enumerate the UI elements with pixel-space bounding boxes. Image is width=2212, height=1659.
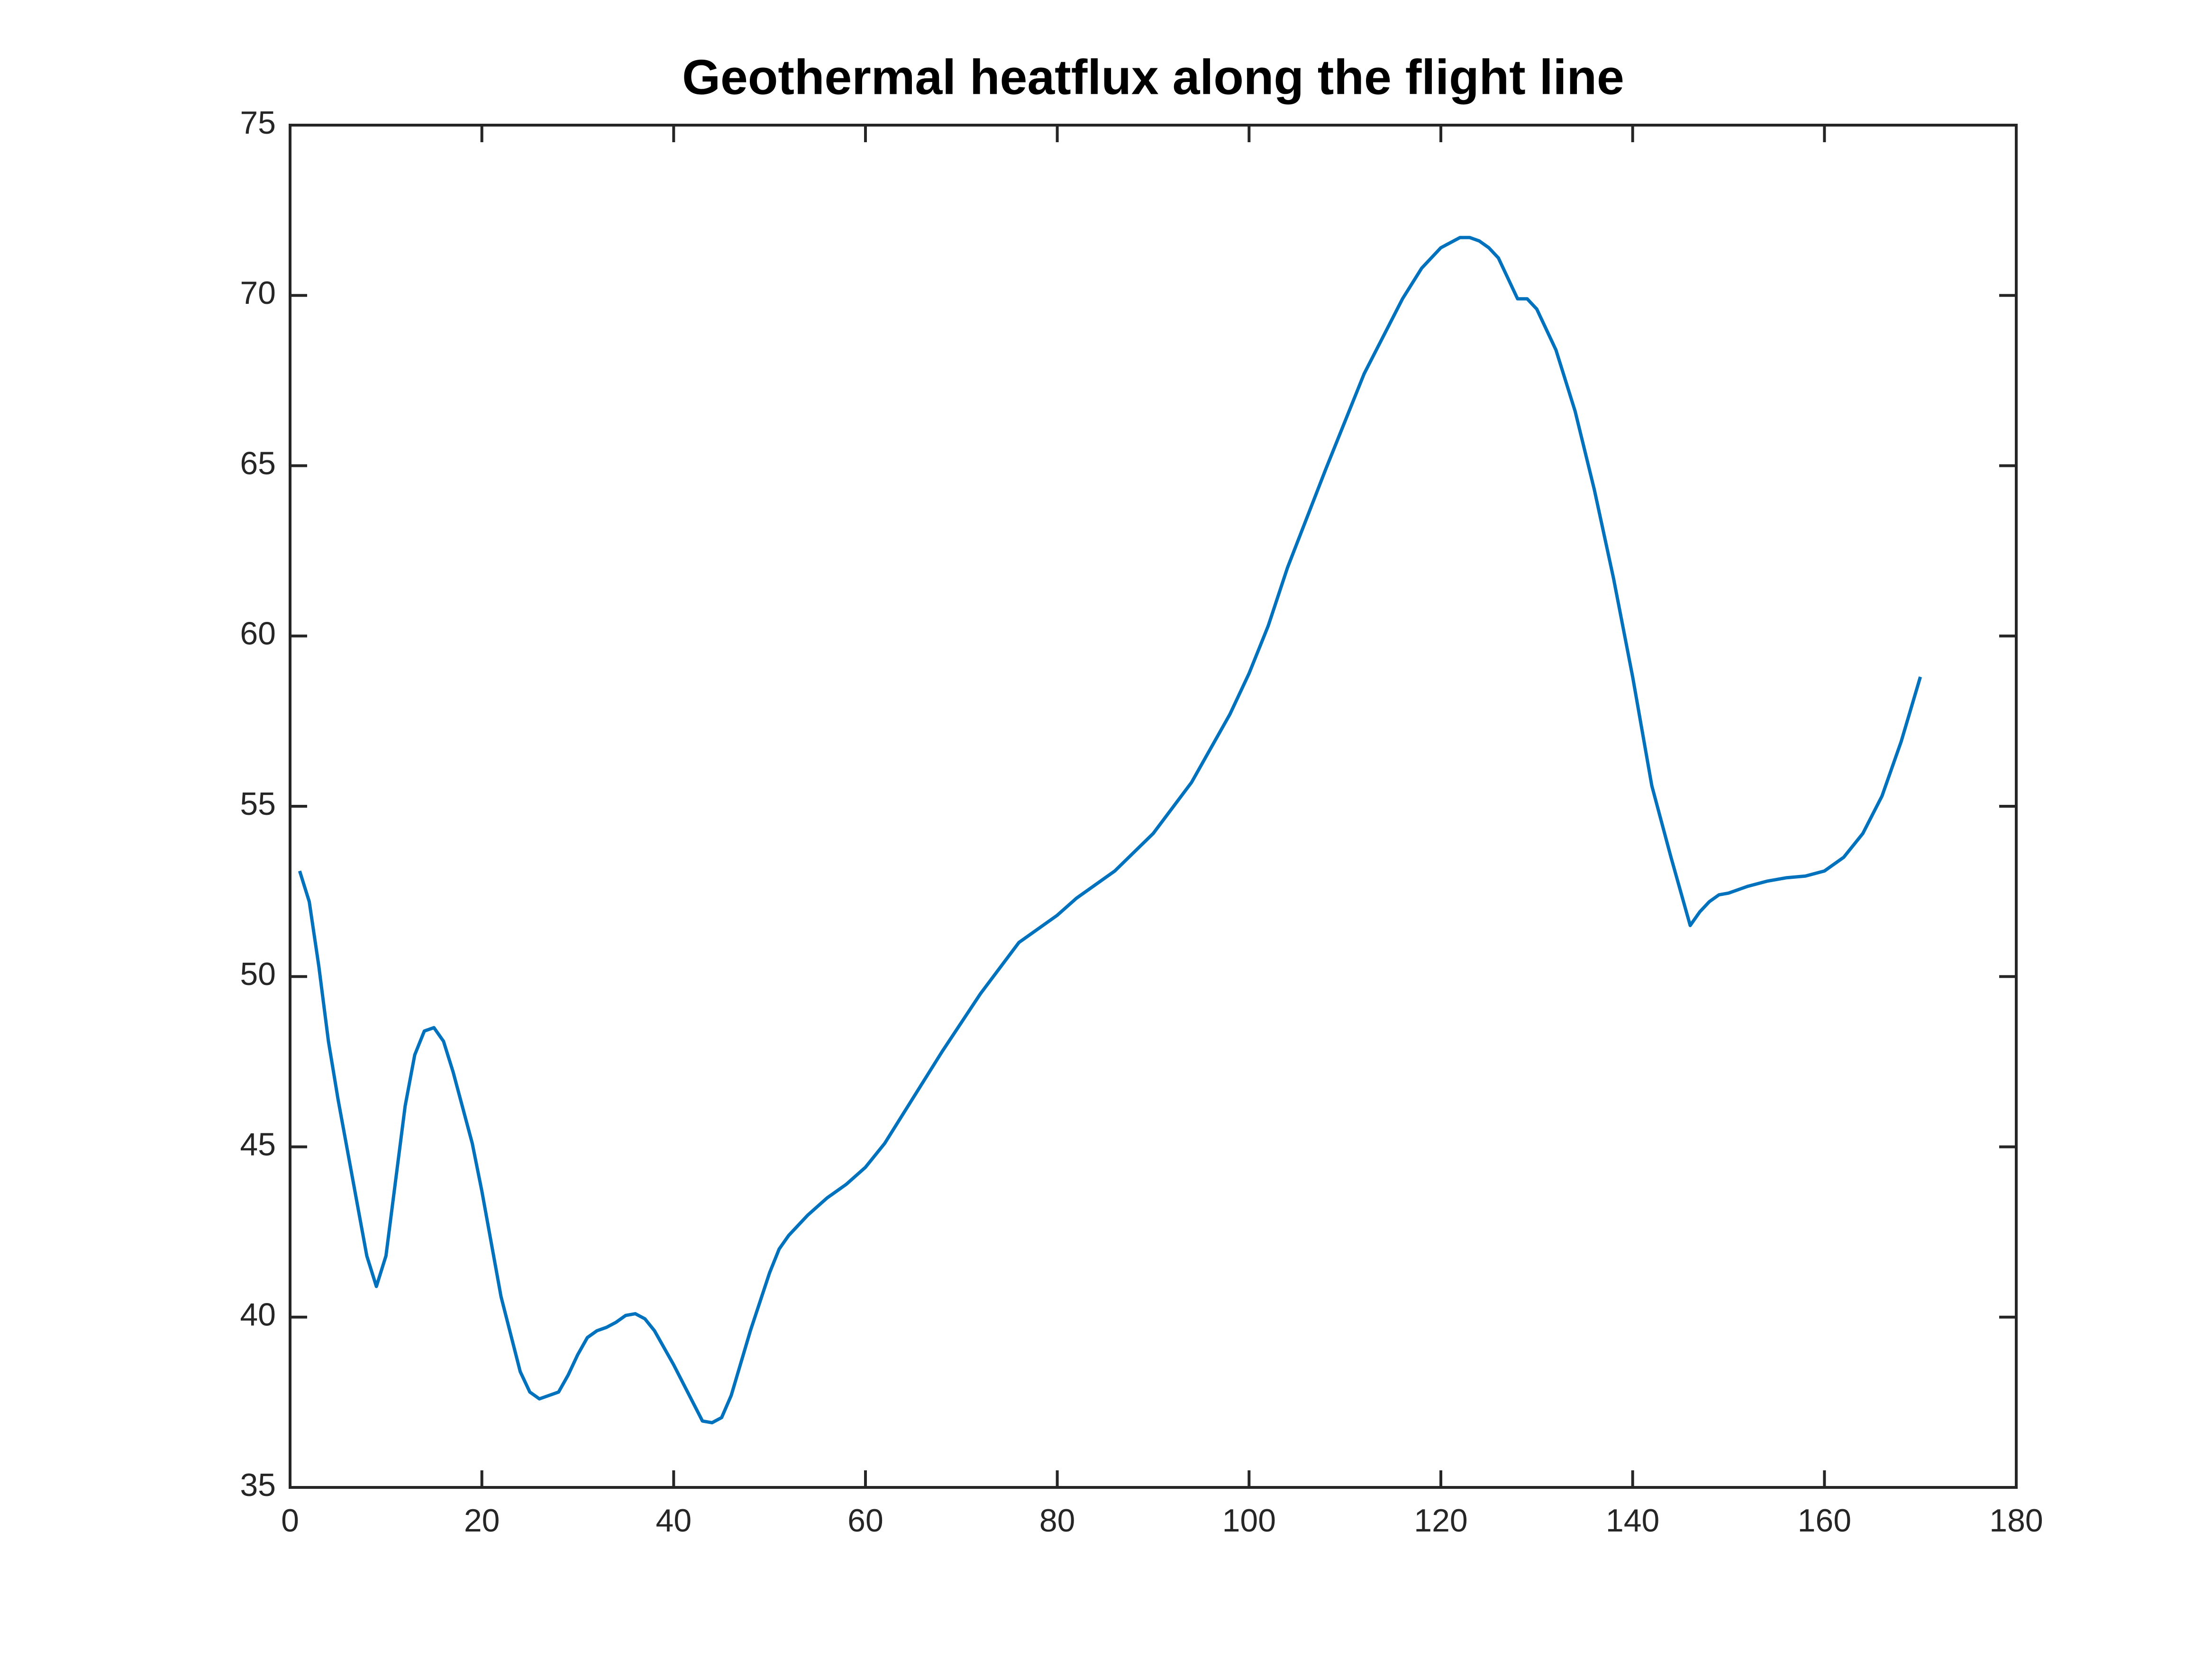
y-tick-label: 70 — [240, 275, 276, 311]
x-tick-label: 120 — [1414, 1503, 1467, 1539]
x-tick-label: 0 — [281, 1503, 299, 1539]
y-tick-label: 55 — [240, 786, 276, 822]
y-tick-label: 50 — [240, 956, 276, 992]
plot-frame — [289, 124, 2018, 1489]
x-tick-label: 40 — [656, 1503, 692, 1539]
x-tick-label: 140 — [1606, 1503, 1659, 1539]
x-tick-label: 160 — [1798, 1503, 1851, 1539]
x-tick-label: 180 — [1989, 1503, 2043, 1539]
chart-title: Geothermal heatflux along the flight lin… — [682, 50, 1624, 105]
y-tick-label: 60 — [240, 616, 276, 652]
x-tick-label: 20 — [464, 1503, 500, 1539]
y-tick-label: 45 — [240, 1126, 276, 1162]
y-tick-label: 35 — [240, 1467, 276, 1503]
y-tick-label: 40 — [240, 1297, 276, 1333]
x-tick-label: 100 — [1222, 1503, 1276, 1539]
x-tick-label: 80 — [1039, 1503, 1075, 1539]
data-line — [298, 236, 1922, 1424]
y-tick-label: 65 — [240, 445, 276, 481]
y-tick-label: 75 — [240, 105, 276, 141]
x-tick-label: 60 — [847, 1503, 883, 1539]
